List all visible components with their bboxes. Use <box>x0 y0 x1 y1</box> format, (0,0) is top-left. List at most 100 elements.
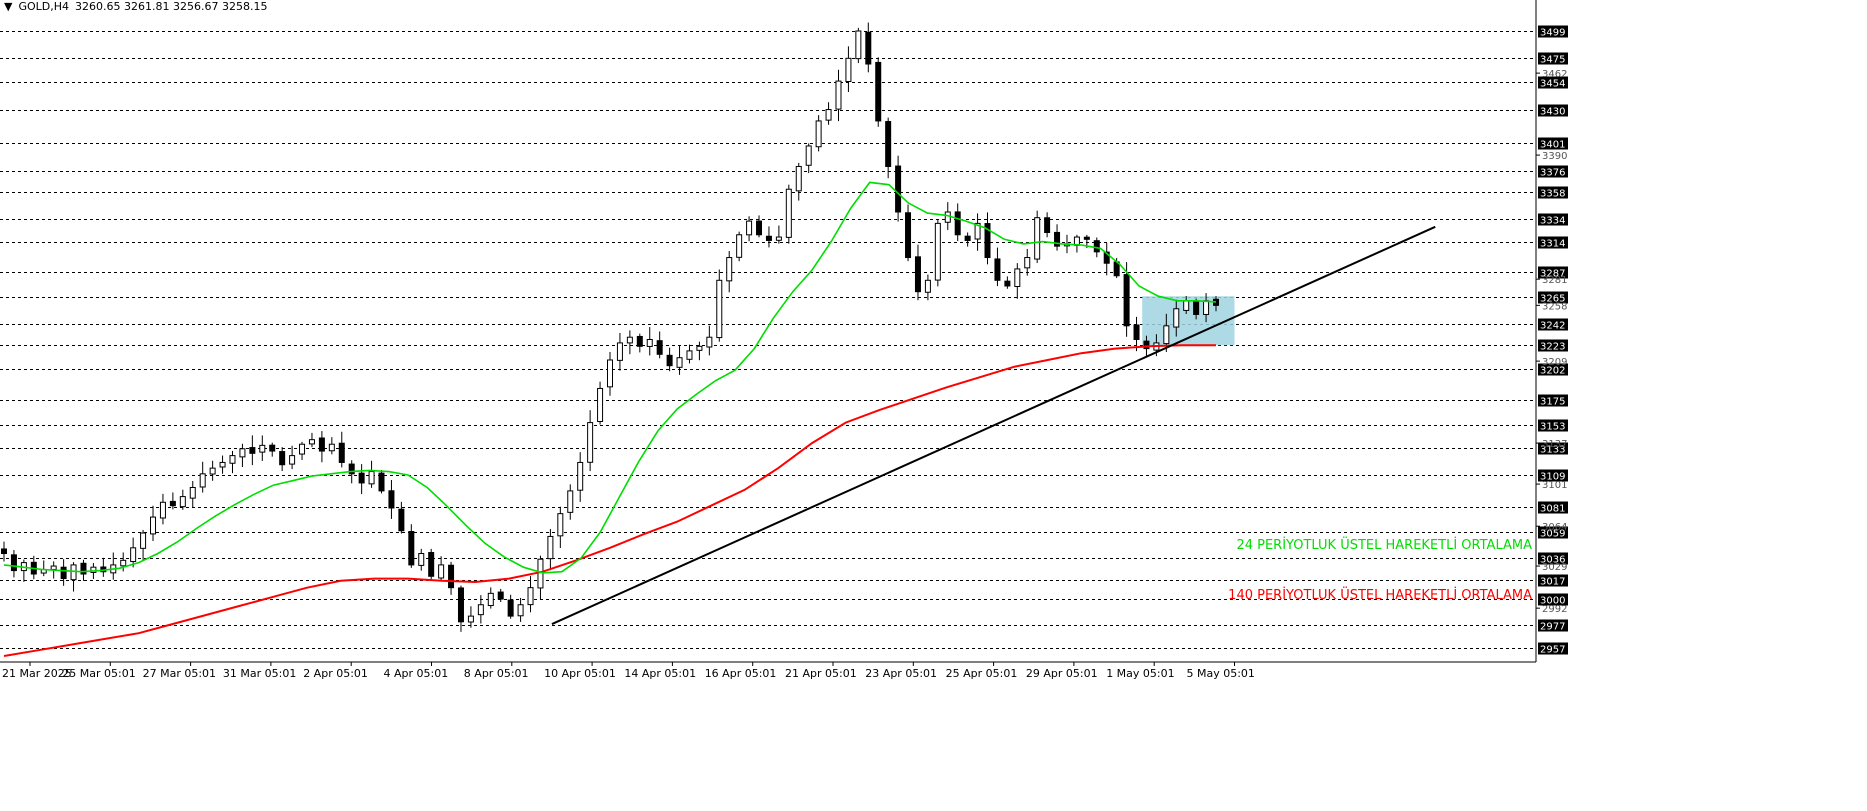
candle-body <box>865 31 872 65</box>
candle-body <box>1034 217 1041 260</box>
candle <box>318 431 325 463</box>
candle-body <box>1173 308 1180 328</box>
candle <box>775 225 782 244</box>
candle <box>885 117 892 179</box>
level-label-bg <box>1538 593 1568 606</box>
candle <box>239 443 246 468</box>
axis-tick-label: 3281 <box>1542 275 1567 286</box>
level-label: 3376 <box>1540 168 1565 179</box>
candle-body <box>239 448 246 458</box>
level-label: 3000 <box>1540 596 1565 607</box>
candle-body <box>308 439 315 445</box>
candle-body <box>795 165 802 192</box>
candle-body <box>1 548 7 555</box>
candle <box>587 410 594 472</box>
candle <box>607 352 613 396</box>
candle <box>269 442 276 457</box>
candle <box>438 556 445 582</box>
candle <box>467 606 474 628</box>
candle <box>974 213 981 251</box>
candle <box>616 332 623 371</box>
candle <box>487 587 494 609</box>
candle-body <box>557 513 564 537</box>
candle-body <box>477 604 484 616</box>
candle <box>150 505 157 542</box>
candle <box>994 247 1001 287</box>
candle <box>1044 212 1051 238</box>
candle <box>756 215 763 238</box>
candle-body <box>209 467 216 475</box>
candle <box>259 435 266 461</box>
annotation-layer: 24 PERİYOTLUK ÜSTEL HAREKETLİ ORTALAMA 14… <box>1228 536 1532 603</box>
candle <box>676 345 683 375</box>
candle <box>299 441 306 461</box>
candle-body <box>974 222 981 240</box>
level-label-bg <box>1538 186 1568 199</box>
level-label-bg <box>1538 442 1568 455</box>
level-label-bg <box>1538 52 1568 65</box>
time-label: 27 Mar 05:01 <box>143 667 216 680</box>
candle-body <box>1133 324 1140 341</box>
candle <box>249 435 256 466</box>
candle <box>497 588 504 603</box>
symbol-label: GOLD,H4 <box>18 0 70 13</box>
candle <box>169 492 176 510</box>
candle-body <box>388 490 395 509</box>
candle <box>289 445 296 470</box>
candle <box>666 347 673 372</box>
candle-body <box>299 443 306 455</box>
candle <box>716 269 723 342</box>
candle <box>1103 242 1110 276</box>
candle <box>70 562 77 592</box>
candle-body <box>487 592 494 607</box>
indicator-lines <box>3 181 1217 657</box>
candle <box>408 524 415 568</box>
ema24-annotation: 24 PERİYOTLUK ÜSTEL HAREKETLİ ORTALAMA <box>1236 536 1532 553</box>
candle <box>527 576 534 613</box>
time-label: 31 Mar 05:01 <box>223 667 296 680</box>
candle-body <box>1014 268 1021 288</box>
dropdown-arrow-icon[interactable]: ▼ <box>4 0 13 13</box>
candle <box>984 212 991 265</box>
candle-body <box>1203 300 1210 315</box>
candle-body <box>1083 236 1090 240</box>
candle-body <box>1143 340 1150 350</box>
candle-body <box>179 496 186 508</box>
level-label: 3175 <box>1540 397 1565 408</box>
candle <box>795 162 802 201</box>
level-label: 3036 <box>1540 555 1565 566</box>
candle-body <box>497 591 504 600</box>
candle <box>1054 224 1061 251</box>
level-label-bg <box>1538 574 1568 587</box>
candle-body <box>130 547 137 563</box>
candle <box>338 431 345 468</box>
candle-body <box>428 552 435 577</box>
candle-body <box>1024 257 1031 269</box>
candle <box>855 27 862 64</box>
candle-body <box>1163 325 1170 345</box>
candle <box>60 559 67 586</box>
candle <box>120 552 127 572</box>
candle <box>736 231 743 262</box>
candle <box>130 537 137 568</box>
candle-body <box>318 437 325 452</box>
candle <box>1024 248 1031 276</box>
candle-body <box>805 145 812 166</box>
candle-body <box>140 532 147 549</box>
candle <box>924 274 931 301</box>
candle-body <box>1004 280 1011 287</box>
time-label: 29 Apr 05:01 <box>1026 667 1098 680</box>
time-label: 21 Mar 2025 <box>2 667 72 680</box>
candle <box>1133 316 1140 352</box>
time-label: 2 Apr 05:01 <box>303 667 368 680</box>
time-label: 21 Apr 05:01 <box>785 667 857 680</box>
level-label-bg <box>1538 363 1568 376</box>
candle-body <box>269 444 276 452</box>
time-label: 10 Apr 05:01 <box>544 667 616 680</box>
candle-body <box>924 279 931 293</box>
candle <box>785 184 792 244</box>
candle-body <box>229 455 236 464</box>
level-label: 2977 <box>1540 622 1565 633</box>
